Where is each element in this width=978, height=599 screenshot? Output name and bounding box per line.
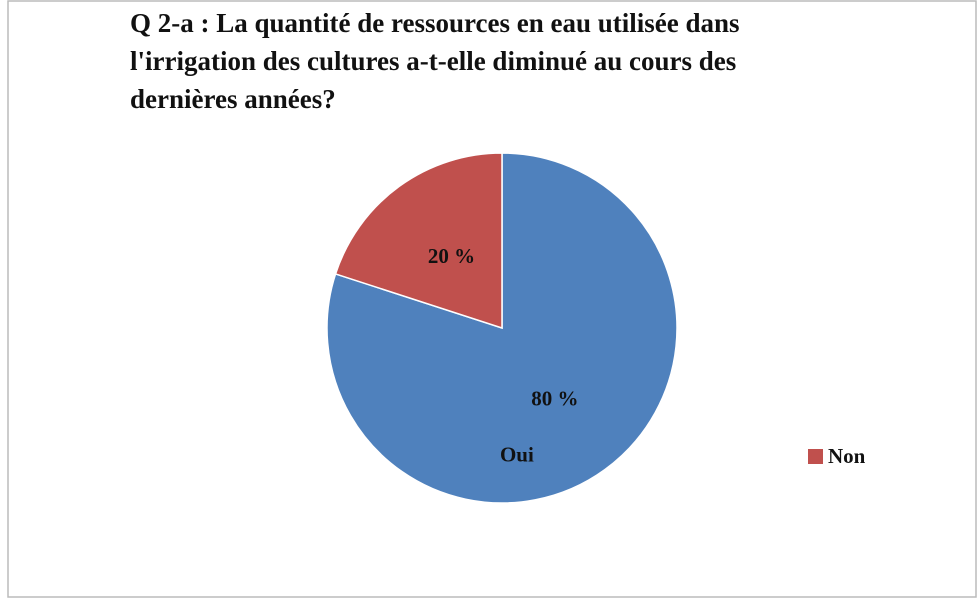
chart-frame xyxy=(7,0,977,598)
chart-title: Q 2-a : La quantité de ressources en eau… xyxy=(130,8,740,114)
legend-label: Non xyxy=(828,444,866,468)
slice-category-label: Oui xyxy=(500,443,534,467)
data-label: 20 % xyxy=(428,244,475,268)
pie-slice xyxy=(334,152,503,330)
data-label: 80 % xyxy=(531,387,578,411)
legend-swatch xyxy=(808,449,823,464)
